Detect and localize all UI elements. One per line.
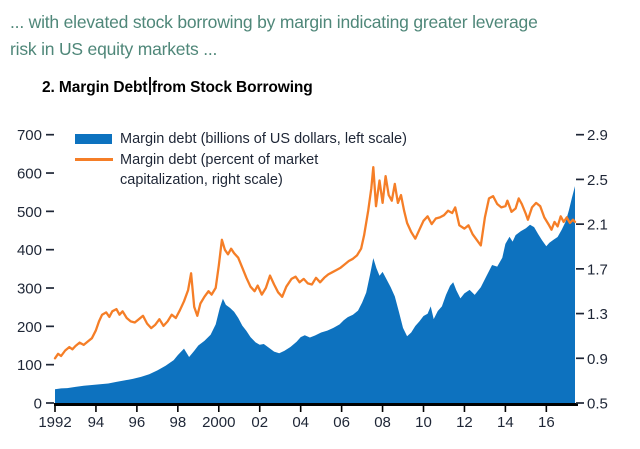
x-tick-label: 04: [292, 414, 309, 431]
x-tick-label: 10: [415, 414, 432, 431]
chart-title-text-before-cursor: 2. Margin Debt: [42, 79, 148, 96]
x-tick-label: 16: [538, 414, 555, 431]
right-axis-tick-label: 1.3: [587, 306, 608, 323]
x-tick-label: 96: [129, 414, 146, 431]
x-tick-label: 1992: [38, 414, 71, 431]
legend-item-margin-debt: Margin debt (billions of US dollars, lef…: [75, 129, 407, 150]
right-axis-tick-label: 2.9: [587, 127, 608, 144]
right-axis-tick-label: 2.5: [587, 172, 608, 189]
right-axis-tick-label: 1.7: [587, 261, 608, 278]
x-tick-label: 98: [169, 414, 186, 431]
left-axis-tick-label: 0: [34, 396, 42, 413]
legend-swatch-orange-line: [75, 157, 113, 161]
legend-item-margin-debt-percent: Margin debt (percent of market capitaliza…: [75, 150, 407, 191]
right-axis-tick-label: 2.1: [587, 217, 608, 234]
chart-title: 2. Margin Debt from Stock Borrowing: [42, 77, 313, 97]
x-tick-label: 06: [333, 414, 350, 431]
chart-title-text-after-cursor: from Stock Borrowing: [151, 79, 313, 96]
legend-label-margin-debt: Margin debt (billions of US dollars, lef…: [120, 131, 407, 147]
x-tick-label: 02: [251, 414, 268, 431]
legend-label-margin-debt-percent: Margin debt (percent of market capitaliza…: [120, 151, 319, 189]
left-axis-tick-label: 200: [17, 319, 42, 336]
figure-caption-line1: ... with elevated stock borrowing by mar…: [10, 12, 538, 32]
margin-debt-area-series: [55, 186, 575, 403]
left-axis-tick-label: 700: [17, 127, 42, 144]
left-axis-tick-label: 100: [17, 357, 42, 374]
figure-caption-line2: risk in US equity markets ...: [10, 39, 218, 59]
legend-swatch-blue-area: [75, 134, 112, 144]
margin-debt-percent-line-series: [53, 165, 577, 360]
figure-caption: ... with elevated stock borrowing by mar…: [10, 9, 538, 63]
text-cursor: [149, 77, 151, 95]
x-tick-label: 08: [374, 414, 391, 431]
chart-legend: Margin debt (billions of US dollars, lef…: [75, 129, 407, 191]
x-tick-label: 12: [456, 414, 473, 431]
x-tick-label: 2000: [202, 414, 235, 431]
x-tick-label: 94: [88, 414, 105, 431]
left-axis-tick-label: 500: [17, 204, 42, 221]
x-tick-label: 14: [497, 414, 514, 431]
right-axis-tick-label: 0.5: [587, 396, 608, 413]
left-axis-tick-label: 600: [17, 166, 42, 183]
left-axis-tick-label: 400: [17, 242, 42, 259]
right-axis-tick-label: 0.9: [587, 351, 608, 368]
left-axis-tick-label: 300: [17, 281, 42, 298]
